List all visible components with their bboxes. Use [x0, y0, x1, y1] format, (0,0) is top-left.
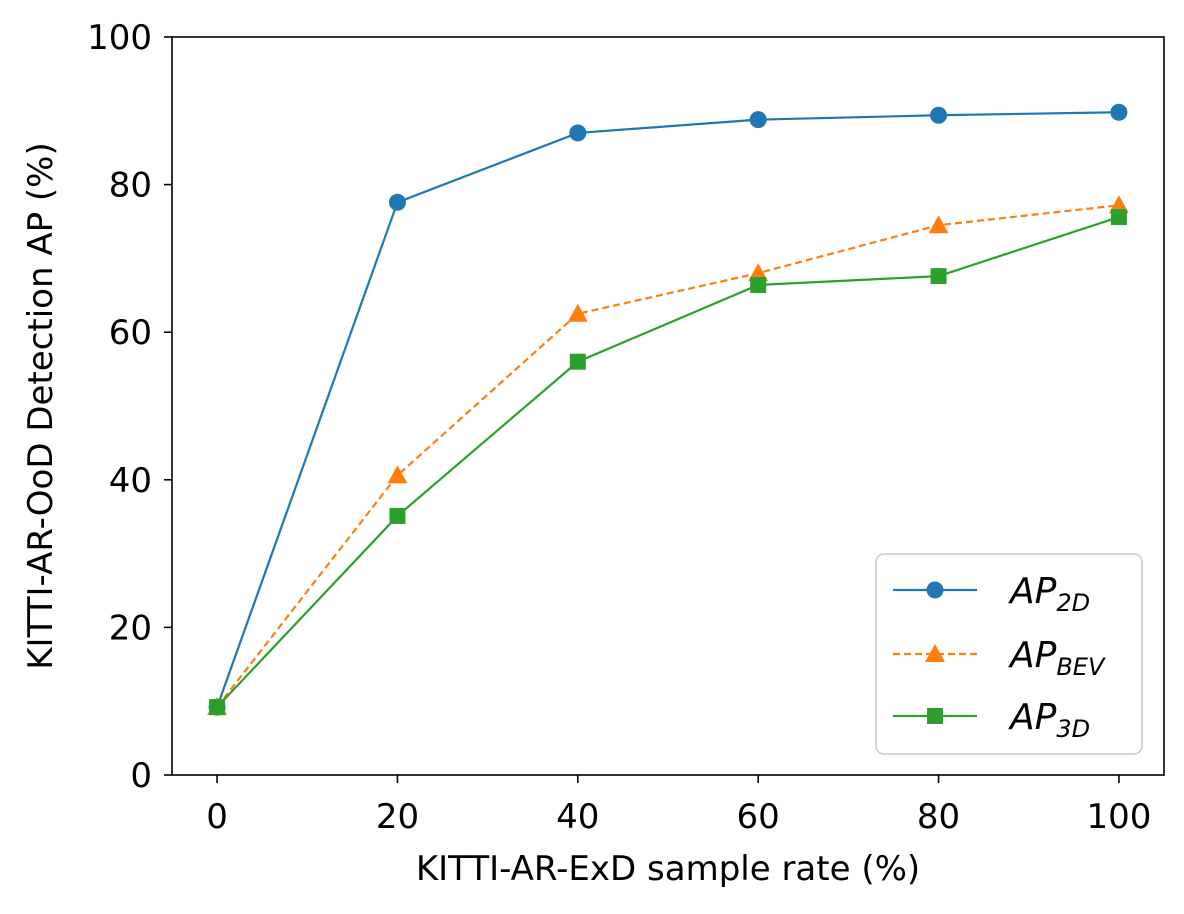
plot-content — [207, 103, 1129, 716]
y-axis-label: KITTI-AR-OoD Detection AP (%) — [21, 142, 61, 669]
x-axis-label: KITTI-AR-ExD sample rate (%) — [416, 849, 920, 889]
x-tick-label-80: 80 — [917, 797, 960, 837]
x-tick-label-60: 60 — [737, 797, 780, 837]
y-tick-label-0: 0 — [130, 756, 152, 796]
legend-label-ap-2d: AP2D — [1008, 571, 1090, 617]
legend-label-main-ap-3d: AP — [1008, 697, 1057, 738]
data-point-ap-2d-60 — [749, 111, 767, 129]
legend-marker-ap-2d — [926, 581, 944, 599]
series-line-ap-3d — [216, 216, 1120, 708]
legend-label-sub-ap-bev: BEV — [1056, 653, 1106, 681]
x-tick-label-100: 100 — [1086, 797, 1151, 837]
legend-label-sub-ap-3d: 3D — [1056, 715, 1090, 743]
legend-label-main-ap-2d: AP — [1008, 571, 1057, 612]
data-point-ap-3d-100 — [1110, 209, 1127, 226]
x-tick-label-20: 20 — [376, 797, 419, 837]
y-tick-label-40: 40 — [109, 461, 152, 501]
series-line-ap-2d — [216, 111, 1119, 708]
plot-frame — [171, 36, 1165, 776]
legend-marker-ap-3d — [927, 708, 943, 724]
series-line-ap-bev — [216, 204, 1120, 708]
legend-label-ap-3d: AP3D — [1008, 697, 1090, 743]
legend-marker-ap-bev — [925, 644, 945, 662]
legend-box — [875, 553, 1143, 755]
y-tick-label-80: 80 — [109, 166, 152, 206]
legend-label-main-ap-bev: AP — [1008, 635, 1057, 676]
data-point-ap-bev-100 — [1108, 195, 1129, 214]
y-tick-label-60: 60 — [109, 313, 152, 353]
data-point-ap-2d-40 — [569, 124, 587, 142]
data-point-ap-2d-100 — [1110, 103, 1128, 121]
data-point-ap-3d-20 — [389, 507, 406, 524]
data-point-ap-2d-20 — [388, 193, 406, 211]
data-point-ap-bev-20 — [387, 465, 408, 484]
data-point-ap-bev-80 — [928, 215, 949, 234]
legend-label-sub-ap-2d: 2D — [1056, 589, 1090, 617]
legend-label-ap-bev: APBEV — [1008, 635, 1106, 681]
data-point-ap-3d-40 — [569, 353, 586, 370]
y-tick-label-100: 100 — [87, 18, 152, 58]
x-tick-label-0: 0 — [206, 797, 228, 837]
y-tick-label-20: 20 — [109, 608, 152, 648]
x-tick-label-40: 40 — [556, 797, 599, 837]
axis-ticks: 0 20 40 60 80 100 0 20 40 60 80 100 — [87, 18, 1151, 837]
data-point-ap-3d-60 — [750, 276, 767, 293]
data-point-ap-bev-60 — [748, 263, 769, 282]
data-point-ap-3d-80 — [930, 268, 947, 285]
data-point-ap-3d-0 — [209, 699, 226, 716]
data-point-ap-bev-40 — [567, 303, 588, 322]
data-point-ap-2d-80 — [930, 106, 948, 124]
